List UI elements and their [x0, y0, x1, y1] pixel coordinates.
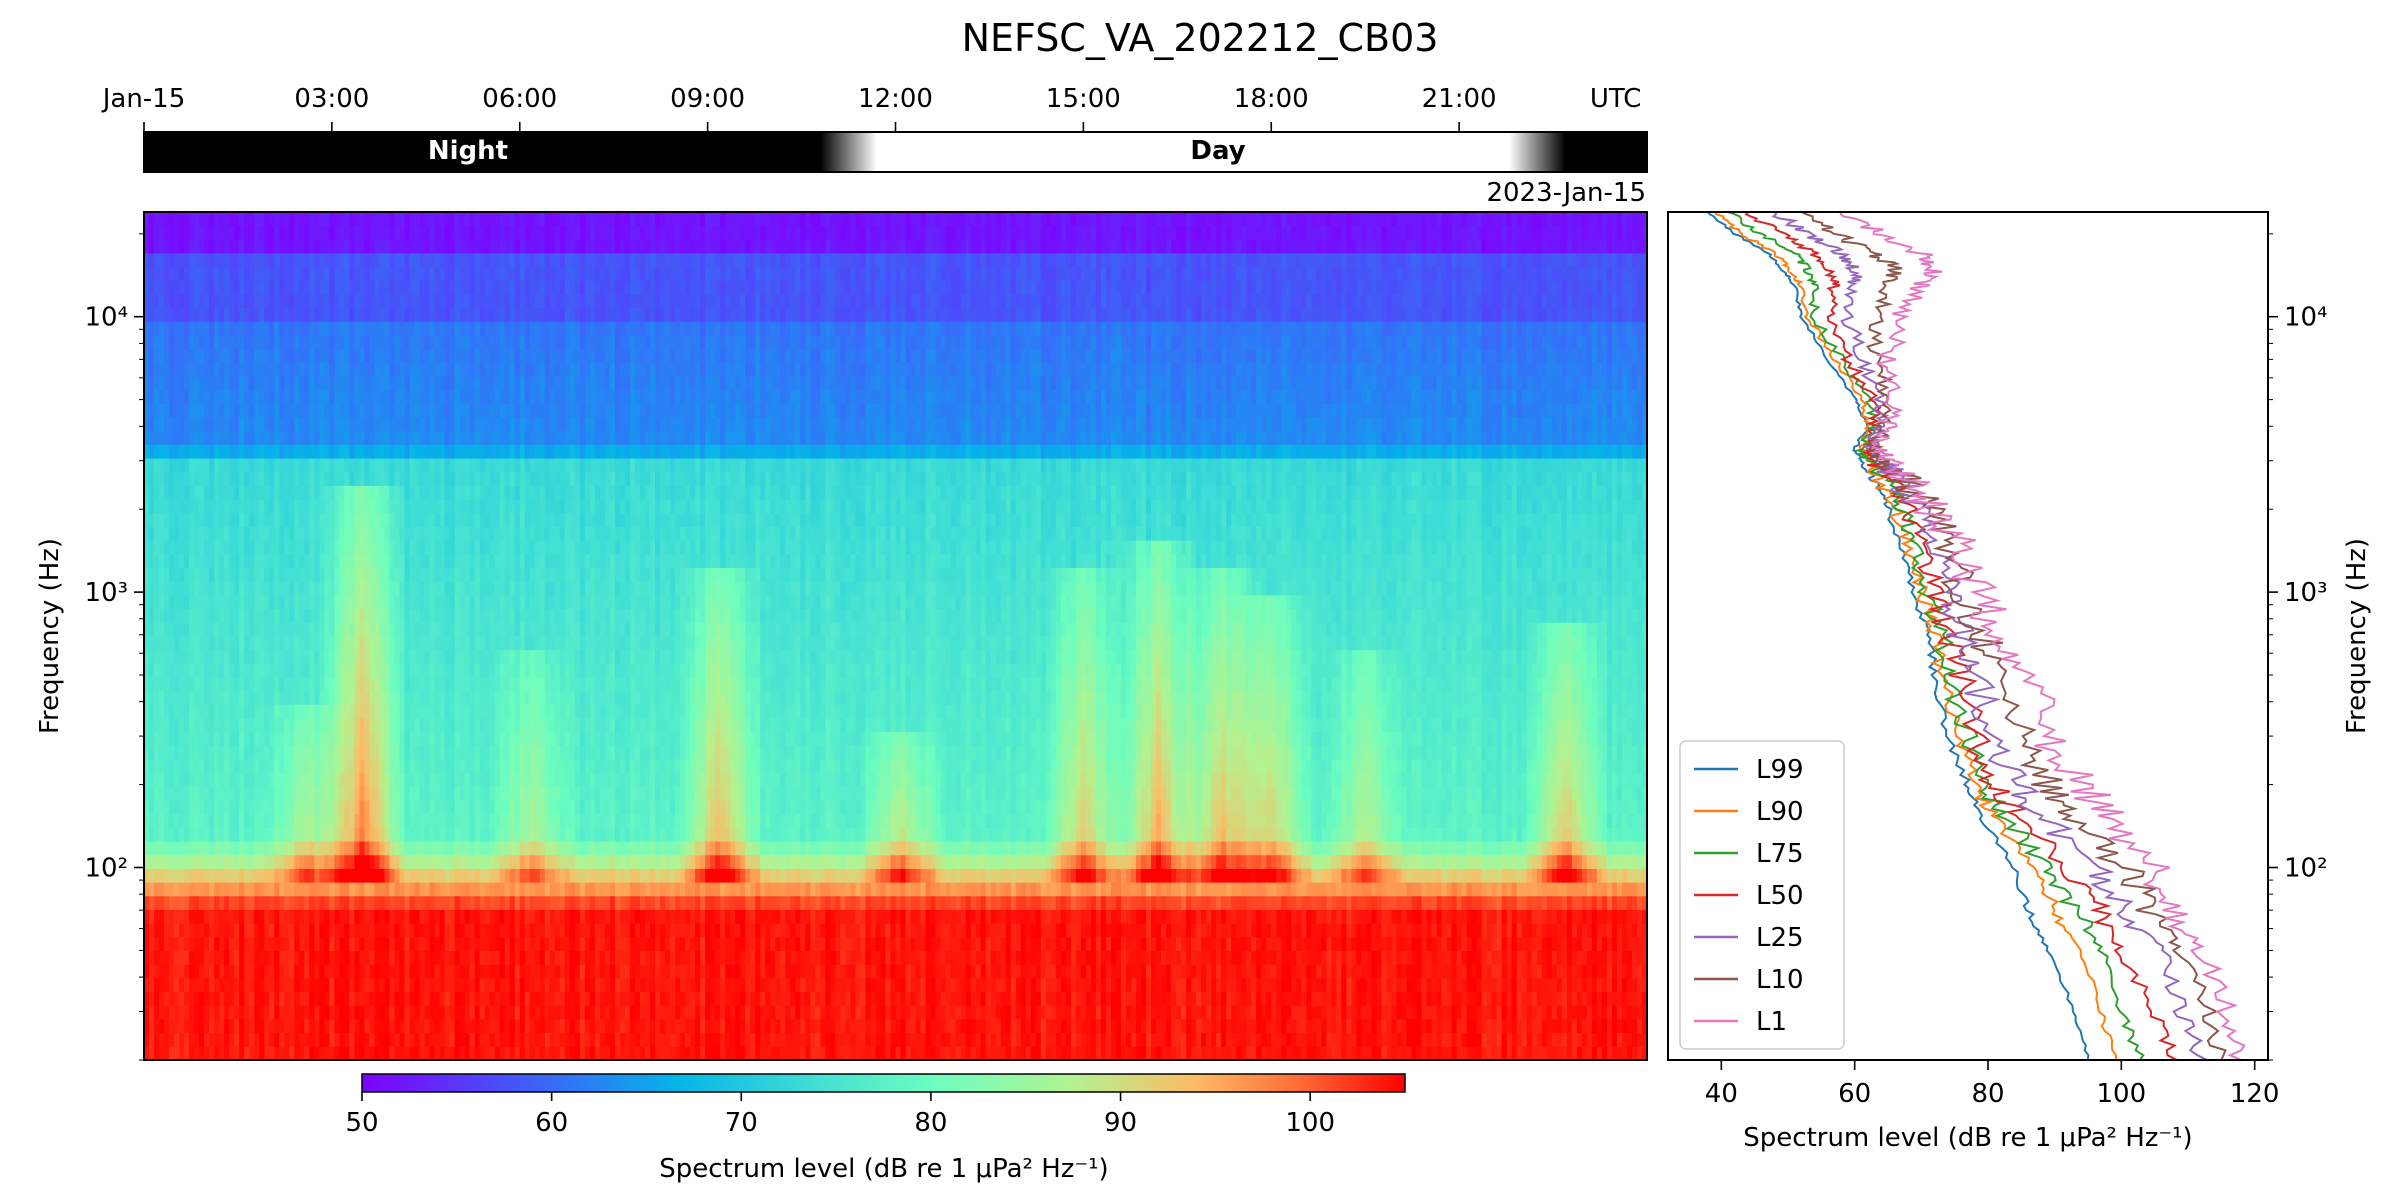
legend-label-l90: L90: [1756, 797, 1804, 827]
time-tick-label: 15:00: [1046, 84, 1121, 114]
colorbar-label: Spectrum level (dB re 1 μPa² Hz⁻¹): [659, 1154, 1108, 1184]
x-tick-label: 40: [1705, 1079, 1738, 1109]
percentile-x-label: Spectrum level (dB re 1 μPa² Hz⁻¹): [1743, 1123, 2192, 1153]
series-line-l1: [1839, 212, 2246, 1060]
legend-label-l75: L75: [1756, 839, 1804, 869]
colorbar-tick-label: 60: [535, 1108, 568, 1138]
time-axis: Jan-15 03:00 06:00 09:00 12:00 15:00 18:00 21:0…: [101, 84, 1642, 132]
sunrise-gradient: [820, 132, 877, 172]
night-band: [144, 132, 849, 172]
colorbar-tick-label: 70: [725, 1108, 758, 1138]
percentile-y-label: Frequency (Hz): [2342, 538, 2372, 734]
time-tick-label: 06:00: [482, 84, 557, 114]
colorbar-ticks: 50 60 70 80 90 100: [345, 1092, 1335, 1138]
colorbar-tick-label: 90: [1104, 1108, 1137, 1138]
colorbar-tick-label: 50: [345, 1108, 378, 1138]
day-night-bar: [143, 131, 1648, 173]
percentile-x-axis: 40 60 80 100 120: [1705, 1060, 2280, 1109]
colorbar: [361, 1073, 1406, 1093]
series-line-l25: [1771, 212, 2208, 1060]
time-tick-label: Jan-15: [101, 84, 186, 114]
legend-label-l1: L1: [1756, 1007, 1787, 1037]
series-line-l10: [1800, 212, 2227, 1060]
spectrogram-heatmap: [144, 212, 1647, 1060]
y-tick-label: 10⁴: [2284, 303, 2328, 333]
night-label: Night: [428, 136, 508, 166]
time-tick-label: 12:00: [858, 84, 933, 114]
sunset-gradient: [1509, 132, 1566, 172]
legend-label-l99: L99: [1756, 755, 1804, 785]
percentile-lines: [1707, 212, 2246, 1060]
time-tick-label: 21:00: [1422, 84, 1497, 114]
legend-label-l50: L50: [1756, 881, 1804, 911]
spectrogram-frame: [143, 211, 1648, 1061]
time-tick-label: 18:00: [1234, 84, 1309, 114]
percentile-frame: [1667, 211, 2269, 1061]
series-line-l99: [1707, 212, 2090, 1060]
chart-title: NEFSC_VA_202212_CB03: [962, 16, 1439, 60]
x-tick-label: 100: [2097, 1079, 2147, 1109]
day-label: Day: [1190, 136, 1245, 166]
series-line-l75: [1727, 212, 2145, 1060]
spectrogram-y-axis: 10² 10³ 10⁴: [84, 233, 144, 1061]
legend-label-l10: L10: [1756, 965, 1804, 995]
y-tick-label: 10³: [2284, 578, 2328, 608]
time-tick-label: UTC: [1590, 84, 1642, 114]
y-tick-label: 10³: [84, 578, 128, 608]
y-tick-label: 10²: [84, 854, 128, 884]
x-tick-label: 60: [1838, 1079, 1871, 1109]
colorbar-tick-label: 100: [1285, 1108, 1335, 1138]
legend-label-l25: L25: [1756, 923, 1804, 953]
x-tick-label: 80: [1971, 1079, 2004, 1109]
spectrogram-y-label: Frequency (Hz): [35, 538, 65, 734]
y-tick-label: 10²: [2284, 854, 2328, 884]
x-tick-label: 120: [2230, 1079, 2280, 1109]
time-tick-label: 03:00: [294, 84, 369, 114]
legend: L99 L90 L75 L50 L25 L10 L1: [1679, 740, 1845, 1050]
date-label: 2023-Jan-15: [1486, 178, 1646, 208]
series-line-l50: [1744, 212, 2178, 1060]
legend-box: [1679, 740, 1845, 1050]
time-tick-label: 09:00: [670, 84, 745, 114]
y-tick-label: 10⁴: [84, 303, 128, 333]
colorbar-tick-label: 80: [914, 1108, 947, 1138]
percentile-y-axis: 10² 10³ 10⁴: [2268, 233, 2328, 1061]
